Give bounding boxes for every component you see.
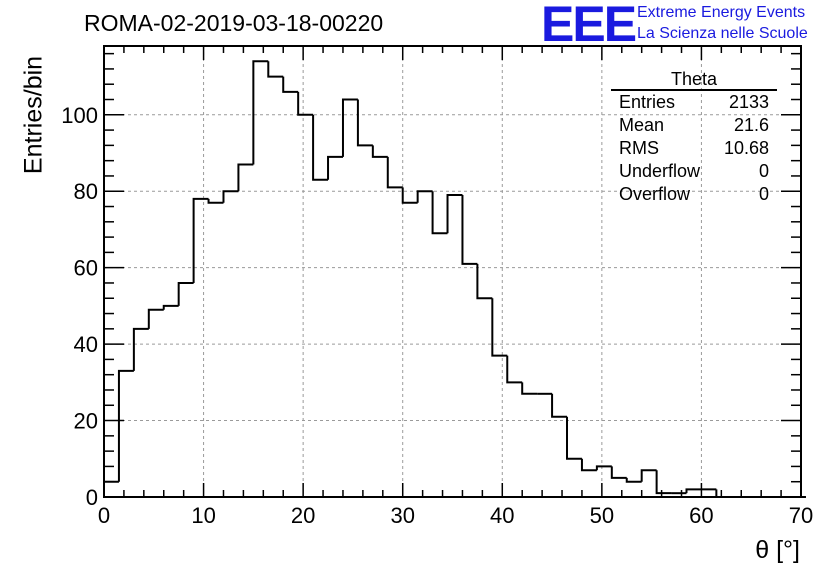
x-tick-label: 30 [390,503,414,528]
eee-logo: EEE [541,0,637,52]
stats-value: 21.6 [733,115,769,135]
histogram-bin [431,191,448,235]
histogram-bin [147,308,164,329]
histogram-bin [476,263,493,300]
histogram-bin [595,465,612,471]
histogram-bin [491,298,508,357]
histogram-bin [252,60,269,165]
stats-label: Entries [619,92,676,112]
histogram-bin [103,480,119,497]
histogram-bin [416,190,433,203]
stats-value: 10.68 [723,138,769,158]
y-tick-label: 80 [74,179,98,204]
histogram-bin [117,369,134,482]
histogram-bin [521,382,538,395]
y-tick-label: 0 [86,485,98,510]
histogram-bin [192,197,209,283]
histogram-bin [162,304,179,310]
histogram-bin [401,187,418,204]
histogram-bin [685,488,702,494]
stats-row-underflow: Underflow 0 [611,160,777,183]
histogram-bin [580,458,597,472]
x-axis-label: θ [°] [755,536,800,564]
histogram-bin [371,145,388,158]
histogram-bin [341,98,358,157]
stats-value: 0 [758,184,769,204]
histogram-bin [506,355,523,384]
histogram-bin [386,156,403,189]
x-tick-label: 70 [789,503,813,528]
histogram-bin [356,99,373,147]
y-axis-label: Entries/bin [19,55,48,175]
histogram-bin [207,198,224,204]
histogram-bin [282,76,299,93]
y-tick-label: 60 [74,256,98,281]
histogram-bin [610,466,627,479]
stats-row-entries: Entries 2133 [611,91,777,114]
x-tick-label: 60 [689,503,713,528]
stats-box: Theta Entries 2133 Mean 21.6 RMS 10.68 U… [611,70,777,206]
stats-label: Mean [619,115,665,135]
histogram-bin [327,155,343,180]
y-tick-label: 40 [74,332,98,357]
histogram-bin [297,91,314,116]
x-tick-label: 40 [490,503,514,528]
stats-value: 2133 [728,92,769,112]
histogram-bin [132,327,149,371]
histogram-bin [640,469,657,482]
y-tick-label: 100 [61,103,98,128]
stats-title: Theta [611,70,777,91]
stats-label: RMS [619,138,659,158]
histogram-bin [237,163,254,192]
histogram-bin [461,195,478,265]
x-tick-label: 50 [590,503,614,528]
stats-label: Underflow [619,161,701,181]
plot-frame [103,45,802,498]
histogram-bin [715,489,732,498]
stats-value: 0 [758,161,769,181]
histogram-bin [655,470,672,495]
stats-row-rms: RMS 10.68 [611,137,777,160]
stats-label: Overflow [619,184,691,204]
stats-row-mean: Mean 21.6 [611,114,777,137]
eee-tagline-2: La Scienza nelle Scuole [637,25,808,42]
x-tick-label: 10 [191,503,215,528]
histogram-bin [625,477,642,483]
histogram-bin [551,393,568,418]
chart-title: ROMA-02-2019-03-18-00220 [84,10,384,36]
histogram-bin [566,416,582,460]
histogram-bin [446,194,463,234]
y-tick-label: 20 [74,409,98,434]
histogram-bin [267,61,284,78]
x-tick-label: 0 [98,503,110,528]
histogram-bin [222,190,239,203]
histogram-bin [177,281,194,306]
x-tick-label: 20 [291,503,315,528]
eee-tagline-1: Extreme Energy Events [637,4,806,21]
histogram-bin [312,114,329,181]
stats-row-overflow: Overflow 0 [611,183,777,206]
